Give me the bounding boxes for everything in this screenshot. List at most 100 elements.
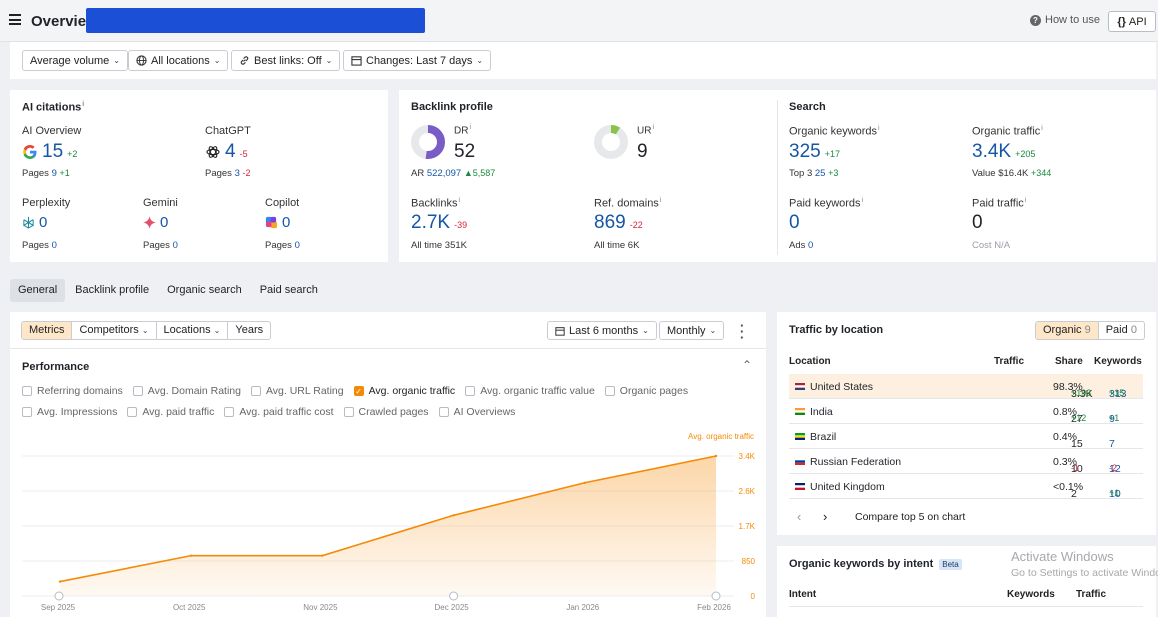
chevron-down-icon: ⌄	[476, 56, 484, 65]
toggle-organic[interactable]: Organic 9	[1036, 322, 1099, 339]
share-cell: <0.1%	[1053, 481, 1084, 493]
checkbox-avg-domain-rating[interactable]: Avg. Domain Rating	[132, 385, 241, 397]
collapse-chevron-icon[interactable]: ⌃	[742, 358, 753, 372]
column-intent: Intent	[789, 589, 817, 600]
location-filter[interactable]: All locations ⌄	[128, 50, 229, 71]
windows-watermark-title: Activate Windows	[1011, 549, 1114, 564]
value: 0	[160, 214, 169, 231]
tab-general[interactable]: General	[10, 279, 66, 302]
tab-backlink-profile[interactable]: Backlink profile	[75, 284, 150, 296]
column-traffic[interactable]: Traffic	[1076, 589, 1107, 600]
help-icon: ?	[1030, 14, 1041, 26]
volume-filter[interactable]: Average volume ⌄	[22, 50, 128, 71]
copilot-icon	[265, 216, 278, 229]
paid-keywords-value[interactable]: 0	[789, 212, 800, 233]
performance-title: Performance	[22, 361, 90, 373]
column-location: Location	[789, 356, 831, 367]
share-cell: 0.8%	[1053, 406, 1077, 418]
interval-dropdown[interactable]: Monthly ⌄	[659, 321, 725, 340]
checkbox-avg-paid-traffic-cost[interactable]: Avg. paid traffic cost	[224, 406, 334, 418]
perplexity-value[interactable]: 0	[22, 214, 47, 231]
ai-overview-value[interactable]: 15 +2	[22, 141, 77, 163]
location-row[interactable]: Russian Federation 10 -1 0.3% 12 -2	[789, 449, 1143, 475]
ads-row: Ads 0	[789, 240, 814, 251]
organic-keywords-value[interactable]: 325 +17	[789, 141, 840, 162]
keywords-by-intent-title: Organic keywords by intent Beta	[789, 558, 962, 570]
organic-traffic-value[interactable]: 3.4K +205	[972, 141, 1036, 162]
flag-icon	[795, 433, 805, 440]
checkbox-crawled-pages[interactable]: Crawled pages	[343, 406, 429, 418]
organic-traffic-label: Organic traffici	[972, 125, 1043, 138]
filter-label: All locations	[151, 54, 210, 67]
ref-domains-label: Ref. domainsi	[594, 197, 662, 210]
location-row[interactable]: United States 3.3K +193 98.3% 313 +15	[789, 374, 1143, 400]
tab-organic-search[interactable]: Organic search	[167, 284, 242, 296]
value: 4	[225, 141, 236, 162]
location-row[interactable]: United Kingdom 2 <0.1% 10 +1	[789, 474, 1143, 500]
gemini-value[interactable]: 0	[143, 214, 168, 231]
next-arrow-icon[interactable]: ›	[823, 509, 828, 524]
backlinks-label: Backlinksi	[411, 197, 461, 210]
flag-icon	[795, 383, 805, 390]
copilot-value[interactable]: 0	[265, 214, 290, 231]
chevron-down-icon: ⌄	[642, 326, 649, 335]
prev-arrow-icon[interactable]: ‹	[797, 509, 802, 524]
ai-overview-label: AI Overview	[22, 125, 82, 137]
column-keywords[interactable]: Keywords	[1007, 589, 1055, 600]
period-dropdown[interactable]: Last 6 months ⌄	[547, 321, 657, 340]
checkbox-avg-organic-traffic-value[interactable]: Avg. organic traffic value	[465, 385, 595, 397]
metric-checkboxes-row2: Avg. Impressions Avg. paid traffic Avg. …	[22, 406, 515, 418]
perplexity-icon	[23, 216, 34, 229]
ur-donut-chart	[594, 125, 628, 159]
checkbox-avg-organic-traffic[interactable]: ✓ Avg. organic traffic	[353, 385, 456, 397]
chevron-down-icon: ⌄	[113, 56, 120, 65]
country-name: India	[810, 406, 833, 418]
hamburger-menu-icon[interactable]	[9, 14, 21, 25]
best-links-filter[interactable]: Best links: Off ⌄	[231, 50, 341, 71]
gemini-icon	[143, 216, 156, 229]
section-tabs: General Backlink profile Organic search …	[10, 279, 326, 302]
api-button[interactable]: {} API	[1108, 11, 1156, 32]
chatgpt-icon	[206, 146, 220, 158]
share-cell: 0.4%	[1053, 431, 1077, 443]
ref-domains-value[interactable]: 869 -22	[594, 212, 643, 233]
value: 15	[42, 141, 64, 162]
dr-donut-chart	[411, 125, 445, 159]
location-row[interactable]: India 27 +12 0.8% 9 +1	[789, 399, 1143, 425]
donut-fill	[411, 125, 445, 159]
divider	[10, 348, 766, 349]
country-name: Russian Federation	[810, 456, 902, 468]
toggle-paid[interactable]: Paid 0	[1105, 324, 1137, 336]
flag-icon	[795, 408, 805, 415]
segment-competitors[interactable]: Competitors ⌄	[72, 322, 157, 339]
backlink-profile-title: Backlink profile	[411, 101, 493, 113]
segment-years[interactable]: Years	[235, 324, 264, 336]
checkbox-avg-paid-traffic[interactable]: Avg. paid traffic	[127, 406, 214, 418]
more-options-icon[interactable]: · · ·	[740, 318, 745, 345]
checkbox-organic-pages[interactable]: Organic pages	[604, 385, 688, 397]
column-share[interactable]: Share	[1055, 356, 1083, 367]
search-title: Search	[789, 101, 826, 113]
organic-keywords-label: Organic keywordsi	[789, 125, 880, 138]
column-keywords[interactable]: Keywords	[1094, 356, 1142, 367]
segment-metrics[interactable]: Metrics	[22, 322, 73, 339]
country-name: Brazil	[810, 431, 837, 443]
location-row[interactable]: Brazil 15 0.4% 7	[789, 424, 1143, 450]
segment-locations[interactable]: Locations ⌄	[157, 322, 229, 339]
chart-mode-segments: Metrics Competitors ⌄ Locations ⌄ Years	[21, 321, 272, 340]
compare-top5-link[interactable]: Compare top 5 on chart	[855, 511, 966, 523]
traffic-by-location-title: Traffic by location	[789, 324, 884, 336]
chatgpt-value[interactable]: 4 -5	[205, 141, 248, 163]
changes-filter[interactable]: Changes: Last 7 days ⌄	[343, 50, 492, 71]
checkbox-avg-url-rating[interactable]: Avg. URL Rating	[250, 385, 344, 397]
chevron-down-icon: ⌄	[709, 326, 717, 335]
how-to-use-link[interactable]: ? How to use	[1030, 14, 1100, 26]
tab-paid-search[interactable]: Paid search	[259, 284, 318, 296]
divider	[777, 100, 778, 255]
checkbox-referring-domains[interactable]: Referring domains	[22, 385, 123, 397]
column-traffic[interactable]: Traffic	[994, 356, 1025, 367]
checkbox-ai-overviews[interactable]: AI Overviews	[438, 406, 515, 418]
braces-icon: {}	[1117, 15, 1126, 28]
checkbox-avg-impressions[interactable]: Avg. Impressions	[22, 406, 117, 418]
backlinks-value[interactable]: 2.7K -39	[411, 212, 468, 233]
